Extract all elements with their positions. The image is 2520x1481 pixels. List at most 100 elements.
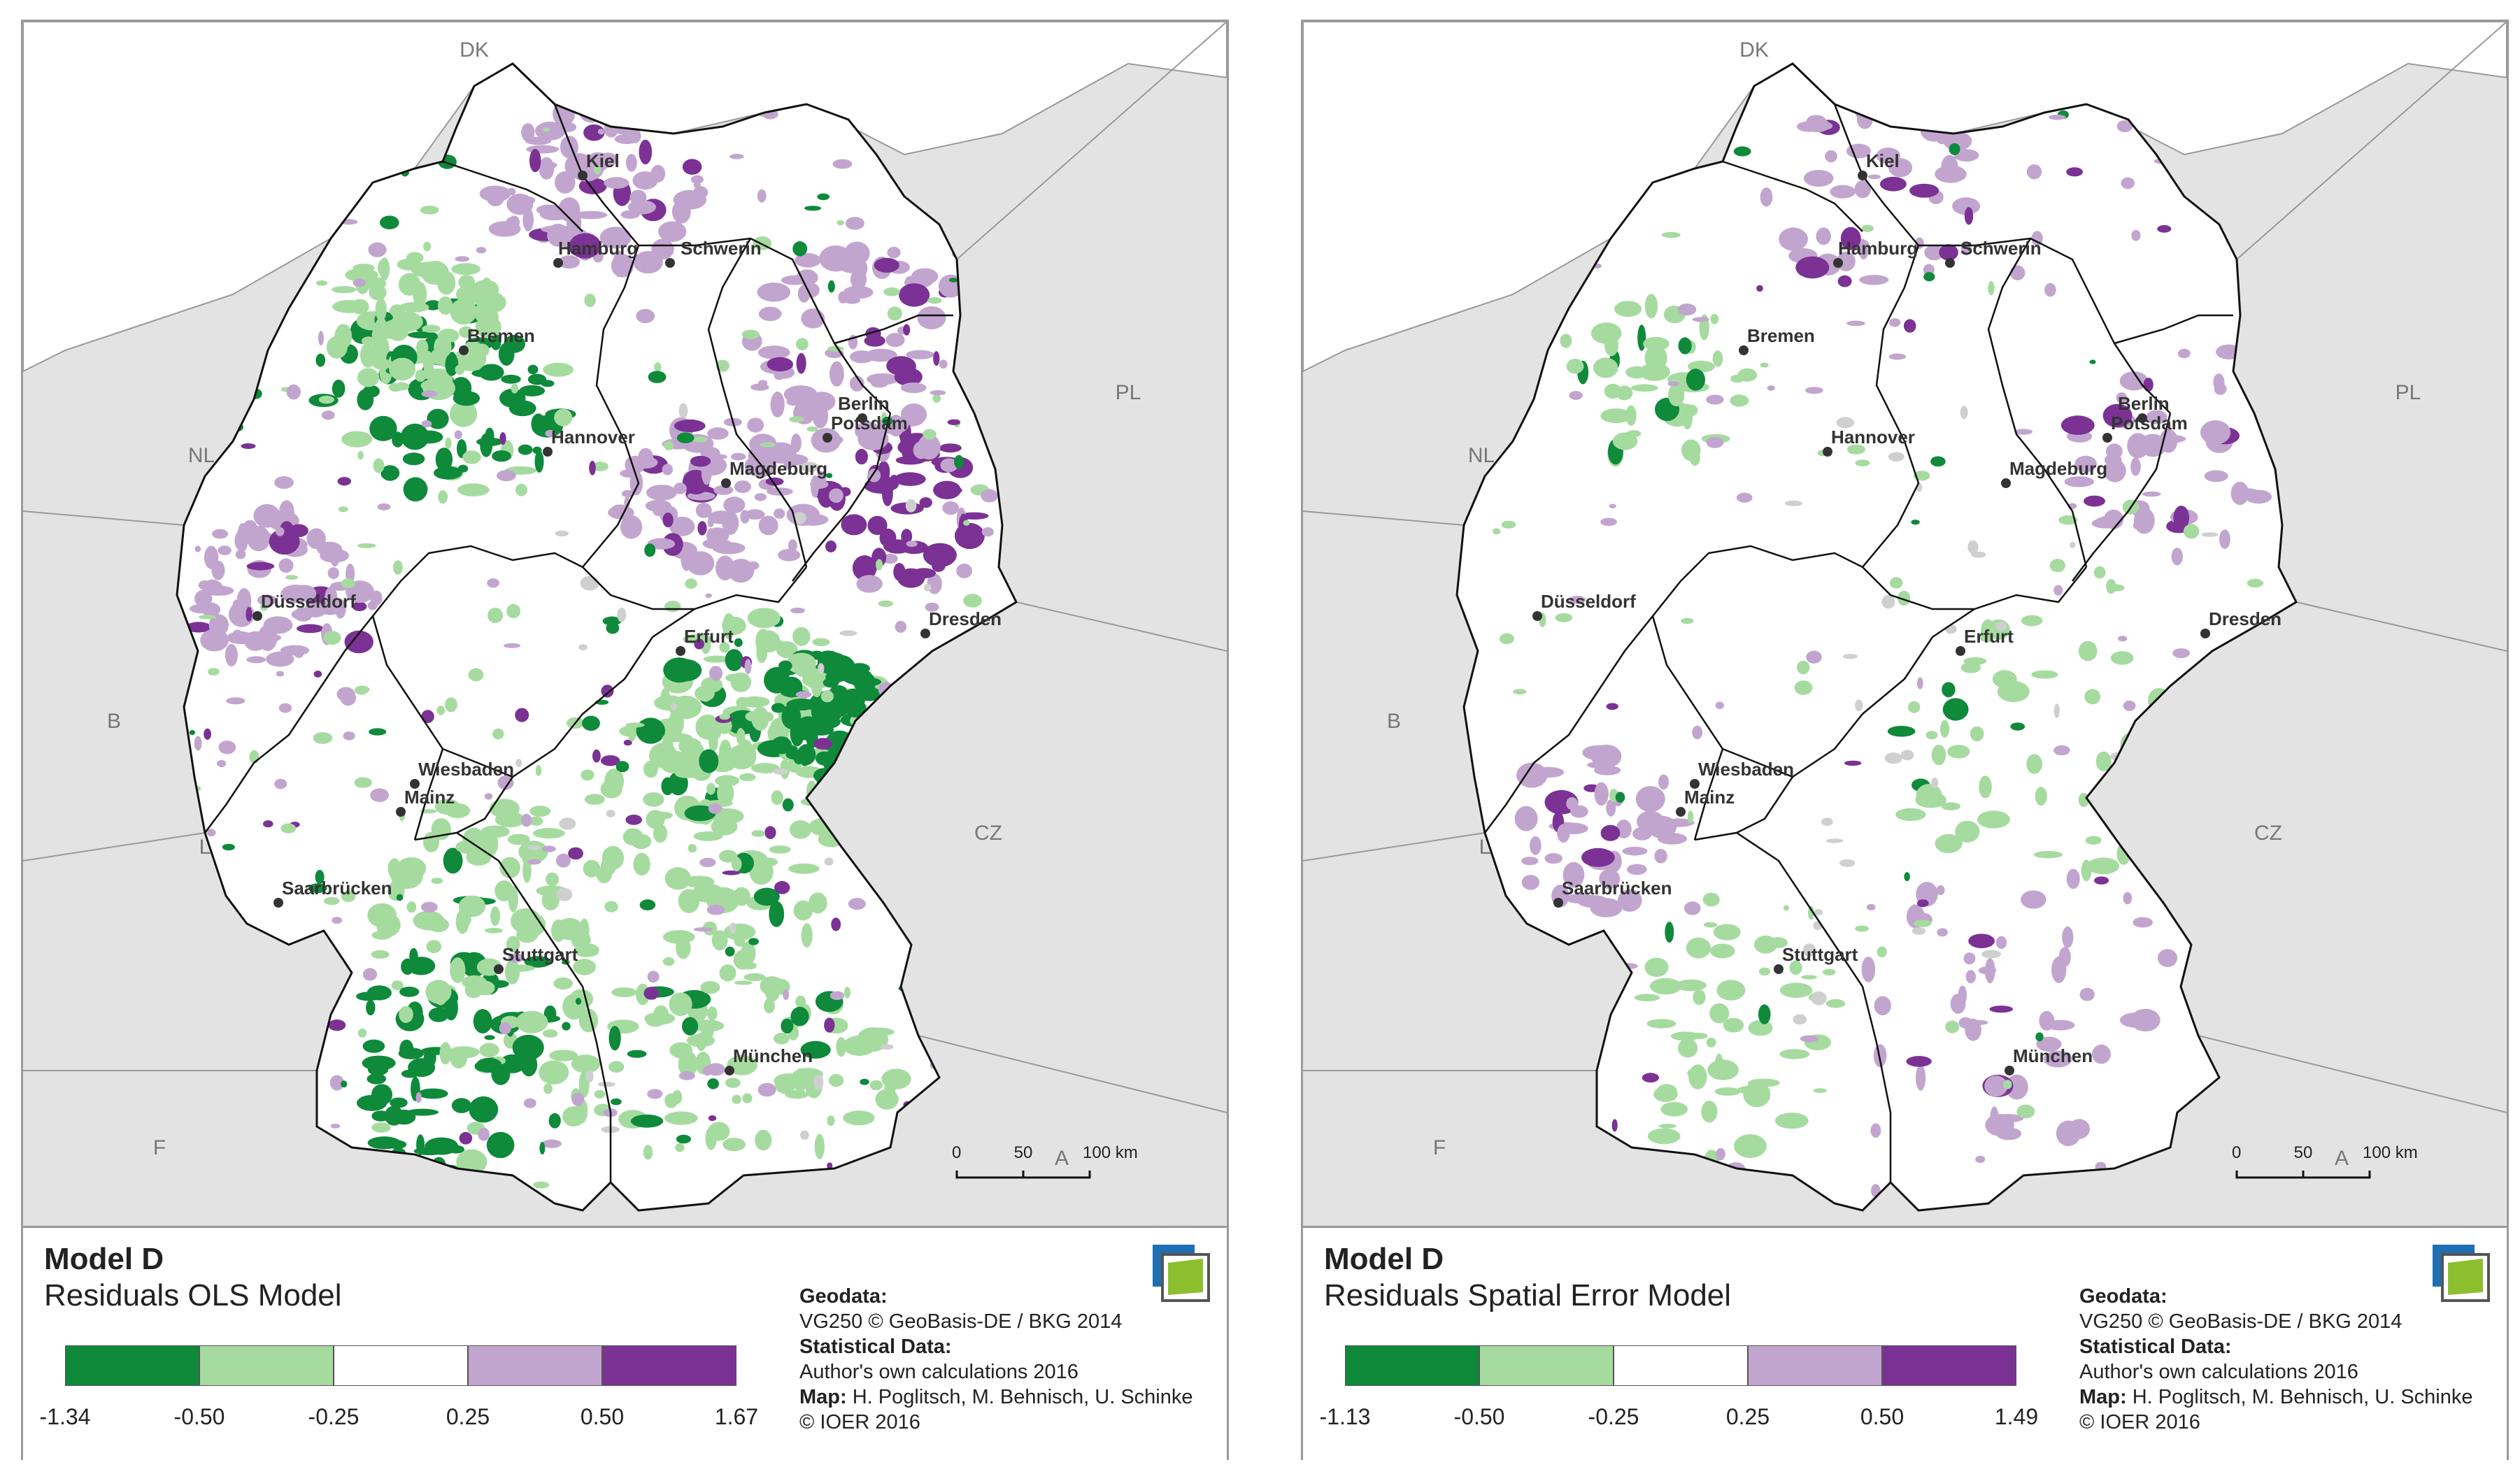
legend-colorbar — [65, 1345, 736, 1387]
residual-region — [855, 448, 868, 465]
city-marker — [543, 447, 553, 457]
residual-region — [190, 603, 217, 614]
residual-region — [736, 727, 746, 746]
residual-region — [455, 313, 464, 317]
residual-region — [1767, 385, 1775, 391]
residual-region — [315, 353, 326, 367]
residual-region — [1658, 1124, 1677, 1129]
residual-region — [1706, 1037, 1716, 1047]
residual-region — [1639, 363, 1670, 381]
residual-region — [457, 464, 469, 473]
residual-region — [802, 931, 812, 939]
legend-swatch-negative — [199, 1345, 334, 1386]
no-data-region — [527, 845, 541, 850]
no-data-region — [555, 530, 569, 537]
map-area-ols: Kiel Hamburg Schwerin Bremen Berlin Potsdam Ha… — [23, 22, 1227, 1226]
city-label: Saarbrücken — [1562, 878, 1672, 899]
residual-region — [354, 777, 372, 788]
residual-region — [1958, 1017, 1973, 1029]
legend-tick: 0.25 — [1725, 1404, 1770, 1429]
city-marker — [721, 478, 731, 488]
residual-region — [2123, 700, 2136, 711]
residual-region — [741, 329, 760, 339]
city-marker — [2102, 433, 2112, 443]
residual-region — [1995, 1127, 2022, 1140]
residual-region — [543, 1083, 553, 1094]
residual-region — [1925, 731, 1938, 740]
residual-region — [276, 654, 283, 666]
residual-region — [1688, 1032, 1708, 1040]
residual-region — [811, 704, 830, 720]
residual-region — [2107, 584, 2125, 592]
residual-region — [1644, 294, 1658, 319]
residual-region — [879, 528, 897, 548]
legend-swatch-negative — [1479, 1345, 1614, 1386]
residual-region — [1635, 786, 1665, 813]
residual-region — [1606, 799, 1616, 817]
stat-heading: Statistical Data: — [2079, 1336, 2232, 1358]
country-label: A — [1055, 1147, 1069, 1170]
city-marker — [857, 413, 867, 423]
residual-region — [954, 522, 985, 550]
residual-region — [690, 175, 704, 184]
city-marker — [1858, 171, 1867, 180]
residual-region — [699, 749, 719, 773]
residual-region — [1888, 353, 1907, 360]
residual-region — [644, 1012, 676, 1025]
residual-region — [415, 369, 427, 382]
ioer-logo-icon — [2433, 1245, 2490, 1302]
residual-region — [520, 401, 527, 416]
residual-region — [829, 488, 843, 503]
residual-region — [407, 957, 436, 975]
residual-region — [1779, 1049, 1810, 1059]
city-label: München — [2013, 1045, 2093, 1066]
residual-region — [2026, 164, 2042, 180]
residual-region — [263, 820, 273, 828]
residual-region — [732, 1094, 741, 1104]
legend-tick: 0.50 — [1860, 1404, 1905, 1429]
residual-region — [416, 1134, 425, 1156]
residual-region — [373, 458, 385, 473]
residual-region — [790, 434, 802, 453]
residual-region — [723, 496, 746, 514]
residual-region — [774, 508, 785, 519]
residual-region — [455, 256, 470, 262]
residual-region — [827, 1115, 835, 1126]
residual-region — [1895, 808, 1926, 821]
residual-region — [923, 543, 957, 567]
city-marker — [273, 898, 283, 908]
no-data-region — [597, 1082, 615, 1087]
residual-region — [827, 1162, 833, 1169]
ioer-logo-icon — [1153, 1245, 1210, 1302]
residual-region — [744, 659, 752, 675]
residual-region — [474, 343, 490, 357]
city-label: Düsseldorf — [1541, 591, 1636, 612]
residual-region — [848, 898, 866, 910]
residual-region — [669, 992, 692, 1016]
residual-region — [611, 987, 637, 998]
city-label: Erfurt — [684, 626, 734, 647]
residual-region — [558, 255, 581, 269]
residual-region — [1968, 933, 1995, 948]
residual-region — [594, 164, 601, 175]
residual-region — [919, 497, 932, 508]
residual-region — [1730, 394, 1749, 407]
residual-region — [790, 720, 804, 747]
no-data-region — [729, 922, 736, 933]
city-marker — [1739, 345, 1749, 355]
residual-region — [459, 326, 474, 338]
residual-region — [943, 486, 962, 494]
residual-region — [740, 696, 770, 708]
no-data-region — [923, 583, 932, 592]
residual-region — [274, 476, 294, 489]
residual-region — [719, 964, 736, 982]
residual-region — [2021, 890, 2046, 909]
residual-region — [1678, 1038, 1698, 1058]
residual-region — [604, 177, 629, 189]
residual-region — [533, 1181, 550, 1189]
residual-region — [390, 1097, 408, 1108]
city-marker — [823, 433, 832, 443]
residual-region — [742, 726, 755, 731]
residual-region — [662, 733, 693, 743]
residual-region — [401, 958, 415, 975]
